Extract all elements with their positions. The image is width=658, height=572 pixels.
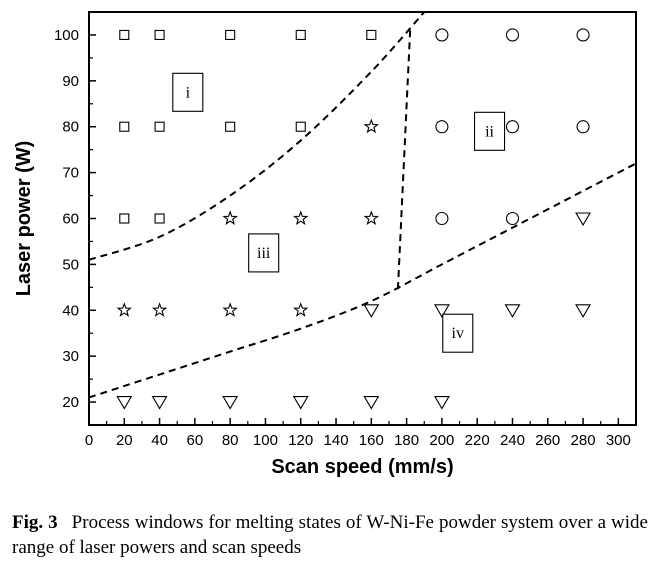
square-marker [225,121,236,132]
region-label-box [442,313,474,353]
x-axis-title: Scan speed (mm/s) [271,456,453,478]
star-marker [151,302,168,317]
y-tick-label: 70 [62,165,79,182]
y-tick-label: 100 [54,27,79,44]
x-tick-label: 260 [535,432,560,449]
x-tick-label: 200 [429,432,454,449]
region-label-box [248,233,280,273]
triangle-marker [116,396,133,410]
star-marker [116,302,132,317]
y-tick-label: 50 [62,256,79,273]
triangle-marker [363,396,380,410]
triangle-marker [433,304,450,318]
y-tick-label: 80 [62,119,79,136]
triangle-marker [151,396,168,410]
x-tick-label: 60 [187,432,204,449]
boundary-line [396,30,412,292]
figure-label: Fig. 3 [12,512,58,533]
square-marker [295,29,306,40]
circle-marker [435,28,449,42]
star-marker [222,302,238,317]
region-label-box [172,72,204,112]
circle-marker [505,211,520,226]
square-marker [154,29,165,40]
y-tick-label: 60 [62,211,79,228]
square-marker [154,213,165,224]
figure-caption: Fig. 3 Process windows for melting states… [12,510,648,560]
x-tick-label: 20 [116,432,133,449]
star-marker [293,210,309,226]
star-marker [363,118,380,134]
square-marker [119,29,130,40]
y-axis-title: Laser power (W) [13,141,35,297]
triangle-marker [575,212,592,227]
data-markers [116,28,592,410]
x-tick-label: 140 [324,432,349,449]
axis-ticks: 0 20 40 60 80 100 120 140 160 180 200 220 240 260 280 3… [54,27,631,449]
region-label: i [186,84,191,101]
triangle-marker [575,304,592,318]
y-tick-label: 30 [62,348,79,365]
x-tick-label: 240 [500,432,525,449]
square-marker [154,121,165,132]
boundary-line [88,162,637,399]
caption-text: Process windows for melting states of W-… [12,512,648,558]
x-tick-label: 40 [151,432,168,449]
triangle-marker [504,304,521,318]
plot-frame [88,11,637,426]
triangle-marker [433,396,450,410]
star-marker [363,210,380,226]
x-tick-label: 300 [606,432,631,449]
x-tick-label: 120 [288,432,313,449]
square-marker [366,29,377,40]
region-label-box [473,111,506,151]
square-marker [295,121,306,132]
circle-marker [505,28,520,42]
circle-marker [576,120,590,134]
y-tick-label: 90 [62,73,79,90]
x-tick-label: 100 [253,432,278,449]
y-tick-label: 40 [62,302,79,319]
star-marker [222,210,238,226]
region-label: iii [257,245,271,262]
circle-marker [505,120,520,134]
region-label: iv [452,325,464,342]
y-tick-label: 20 [62,394,79,411]
x-tick-label: 0 [85,432,93,449]
triangle-marker [222,396,239,410]
triangle-marker [363,304,380,318]
circle-marker [435,120,449,134]
square-marker [225,29,236,40]
square-marker [119,121,130,132]
triangle-marker [292,396,309,410]
circle-marker [576,28,590,42]
x-tick-label: 220 [465,432,490,449]
square-marker [119,213,130,224]
circle-marker [435,211,449,226]
x-tick-label: 80 [222,432,239,449]
boundary-lines [88,11,637,399]
region-label: ii [485,123,494,140]
star-marker [293,302,309,317]
x-tick-label: 180 [394,432,419,449]
x-tick-label: 160 [359,432,384,449]
x-tick-label: 280 [571,432,596,449]
